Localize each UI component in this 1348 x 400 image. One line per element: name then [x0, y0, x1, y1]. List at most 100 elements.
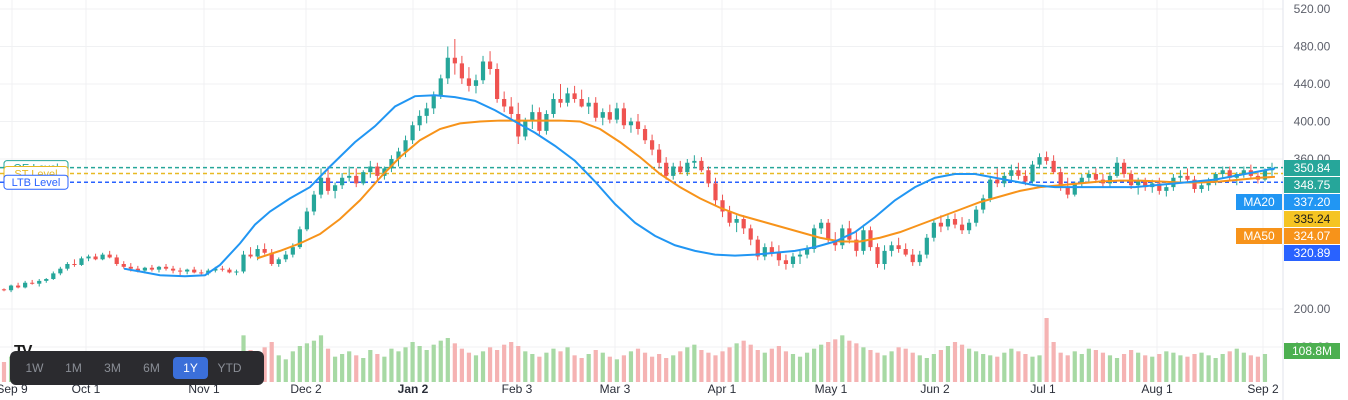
candle-body: [417, 115, 422, 126]
y-tick-label: 520.00: [1294, 2, 1331, 16]
volume-bar: [1114, 358, 1120, 382]
candle-body: [1241, 170, 1246, 174]
candle-body: [1178, 175, 1183, 178]
candle-body: [1185, 175, 1190, 180]
volume-bar: [713, 355, 718, 382]
x-tick-label: May 1: [815, 382, 848, 396]
y-tick-label: 440.00: [1294, 77, 1331, 91]
volume-bar: [438, 340, 443, 382]
candle-body: [248, 254, 253, 257]
volume-bar: [1164, 351, 1169, 382]
candle-body: [100, 254, 105, 260]
volume-bar: [1093, 350, 1098, 382]
volume-bar: [1255, 356, 1261, 382]
volume-bar: [699, 350, 704, 382]
volume-bar: [861, 347, 866, 382]
candle-body: [706, 170, 711, 184]
volume-bar: [1058, 352, 1063, 382]
volume-bar: [375, 354, 380, 382]
range-button-3m[interactable]: 3M: [104, 361, 121, 375]
volume-bar: [509, 342, 514, 382]
volume-bar: [495, 350, 500, 382]
range-button-1w[interactable]: 1W: [25, 361, 44, 375]
volume-bar: [671, 355, 676, 382]
volume-bar: [565, 347, 570, 382]
candle-body: [403, 140, 408, 152]
range-button-6m[interactable]: 6M: [143, 361, 160, 375]
candle-body: [995, 179, 1000, 184]
volume-bar: [1002, 352, 1007, 382]
price-tag-box: [1284, 211, 1340, 227]
candle-body: [487, 61, 493, 69]
volume-bar: [347, 351, 352, 382]
candle-body: [642, 129, 648, 141]
candle-body: [340, 177, 345, 186]
candle-body: [614, 108, 619, 120]
volume-bar: [354, 355, 359, 382]
x-tick-label: Apr 1: [708, 382, 737, 396]
volume-bar: [1171, 352, 1176, 382]
candle-body: [699, 160, 704, 171]
candle-body: [107, 254, 112, 258]
volume-bar: [1079, 354, 1084, 382]
candle-body: [1136, 181, 1141, 186]
volume-bar: [607, 356, 612, 382]
candle-body: [128, 266, 133, 269]
candle-body: [135, 268, 140, 271]
volume-bar: [1072, 351, 1077, 382]
candle-body: [1143, 181, 1148, 188]
volume-bar: [621, 355, 627, 382]
candle-body: [1051, 160, 1056, 173]
candle-body: [1086, 174, 1091, 178]
volume-bar: [762, 352, 767, 382]
volume-bar: [593, 350, 598, 382]
volume-bar: [382, 356, 387, 382]
candle-body: [523, 121, 528, 137]
candle-body: [241, 254, 246, 272]
volume-bar: [1136, 352, 1141, 382]
volume-bar: [1206, 355, 1211, 382]
volume-bar: [361, 358, 366, 382]
candle-body: [1107, 175, 1113, 184]
candle-body: [741, 219, 746, 229]
range-button-1y[interactable]: 1Y: [173, 357, 208, 379]
candle-body: [692, 160, 697, 163]
volume-bar: [1192, 354, 1197, 382]
moving-averages: [123, 94, 1276, 278]
candle-body: [23, 282, 28, 288]
candle-body: [220, 268, 225, 270]
candle-body: [1030, 164, 1035, 182]
candle-body: [297, 229, 302, 248]
candle-body: [178, 270, 183, 272]
candle-body: [149, 267, 155, 270]
range-button-ytd[interactable]: YTD: [217, 361, 242, 375]
volume-bar: [1248, 355, 1253, 382]
volume-bar: [1227, 351, 1232, 382]
volume-bar: [466, 352, 472, 382]
price-tag-value: 350.84: [1294, 161, 1331, 175]
volume-bar: [1100, 352, 1106, 382]
candle-body: [361, 172, 366, 184]
candle-body: [819, 222, 824, 229]
volume-bar: [572, 355, 577, 382]
volume-bar: [1178, 355, 1183, 382]
volume-bar: [410, 342, 415, 382]
range-button-1m[interactable]: 1M: [65, 361, 82, 375]
price-tag-box: [1284, 228, 1340, 244]
volume-bar: [396, 351, 401, 382]
volume-bar: [931, 354, 936, 382]
volume-bar: [1150, 356, 1155, 382]
grid-lines: [0, 0, 1284, 400]
candle-body: [776, 252, 781, 261]
candle-body: [988, 179, 993, 199]
candle-body: [269, 252, 274, 264]
candle-body: [579, 99, 584, 107]
candle-body: [910, 254, 915, 263]
candle-body: [854, 239, 859, 251]
x-tick-label: Jun 2: [920, 382, 950, 396]
candle-body: [51, 273, 56, 279]
candle-body: [121, 264, 126, 267]
candle-body: [502, 99, 507, 107]
volume-bar: [797, 356, 803, 382]
